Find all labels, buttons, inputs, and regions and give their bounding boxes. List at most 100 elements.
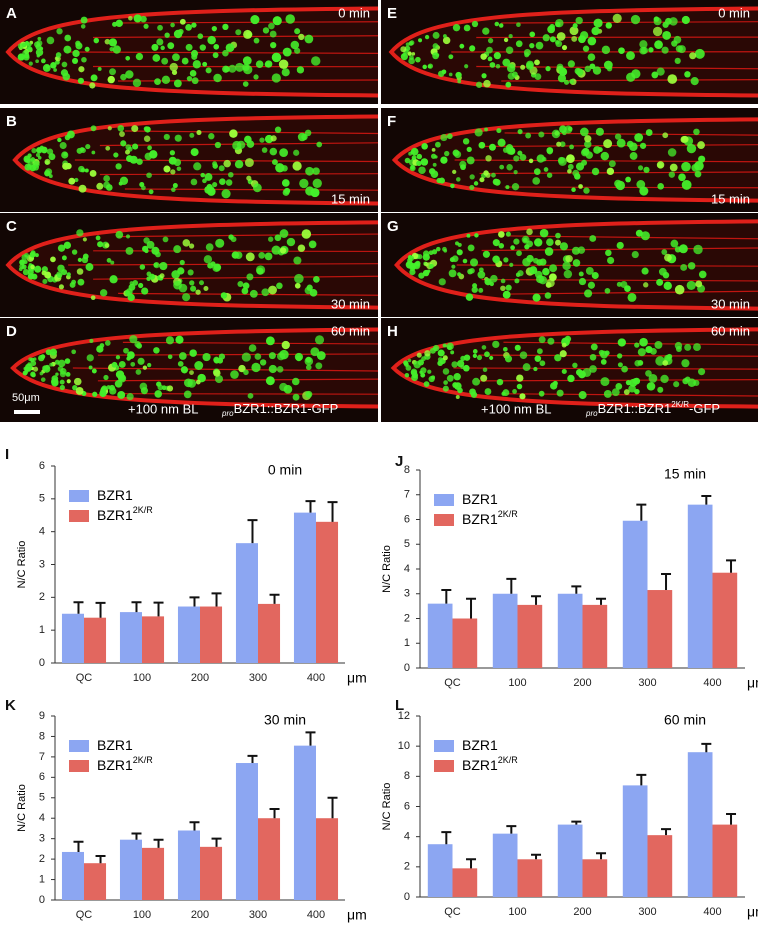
nucleus [457, 360, 464, 367]
nucleus [688, 262, 695, 269]
nucleus [567, 375, 574, 382]
time-label: 60 min [711, 323, 750, 338]
nucleus [128, 294, 135, 301]
nucleus [679, 244, 688, 253]
nucleus [460, 164, 466, 170]
legend-sup: 2K/R [133, 755, 154, 765]
nucleus [444, 151, 449, 156]
y-tick-label: 9 [39, 710, 45, 722]
nucleus [687, 281, 696, 290]
nucleus [71, 349, 76, 354]
y-tick-label: 5 [39, 792, 45, 804]
nucleus [579, 272, 584, 277]
nucleus [153, 347, 160, 354]
nucleus [562, 343, 567, 348]
nucleus [140, 16, 147, 23]
bar [258, 818, 280, 900]
error-bar [661, 829, 671, 835]
nucleus [50, 349, 57, 356]
nucleus [72, 50, 79, 57]
nucleus [206, 243, 214, 251]
nucleus [75, 42, 82, 49]
nucleus [670, 164, 678, 172]
nucleus [305, 186, 314, 195]
chart-title: 0 min [268, 462, 302, 478]
nucleus [674, 36, 682, 44]
nucleus [152, 54, 160, 62]
nucleus [588, 282, 595, 289]
y-tick-label: 3 [39, 558, 45, 570]
nucleus [564, 270, 572, 278]
construct-label: proBZR1::BZR1-GFP [221, 401, 338, 418]
nucleus [212, 182, 217, 187]
error-bar [661, 574, 671, 590]
error-bar [131, 834, 141, 840]
nucleus [221, 189, 230, 198]
legend-swatch [69, 490, 89, 502]
nucleus [272, 246, 281, 255]
y-tick-label: 6 [404, 800, 410, 812]
nucleus [499, 23, 504, 28]
x-tick-label: 200 [573, 906, 591, 918]
nucleus [105, 243, 110, 248]
micrograph [381, 213, 758, 317]
nucleus [108, 76, 115, 83]
scale-bar [14, 410, 40, 414]
nucleus [212, 161, 217, 166]
nucleus [429, 168, 435, 174]
x-tick-label: 200 [573, 677, 591, 689]
nucleus [513, 155, 519, 161]
nucleus [213, 369, 220, 376]
nucleus [299, 179, 308, 188]
nucleus [50, 257, 56, 263]
nucleus [294, 28, 300, 34]
error-bar [96, 856, 106, 863]
nucleus [78, 166, 84, 172]
nucleus [208, 133, 214, 139]
nucleus [567, 169, 572, 174]
nucleus [306, 365, 312, 371]
nucleus [226, 179, 233, 186]
y-tick-label: 0 [404, 891, 410, 903]
nucleus [249, 344, 257, 352]
x-unit: μm [747, 904, 758, 920]
nucleus [250, 15, 259, 24]
nucleus [607, 257, 614, 264]
y-tick-label: 6 [404, 513, 410, 525]
treatment-label: +100 nm BL [481, 401, 551, 416]
nucleus [449, 73, 453, 77]
nucleus [601, 359, 607, 365]
nucleus [544, 167, 549, 172]
nucleus [596, 128, 604, 136]
y-tick-label: 2 [404, 612, 410, 624]
nucleus [268, 23, 275, 30]
nucleus [516, 374, 523, 381]
nucleus [540, 229, 549, 238]
nucleus [669, 172, 675, 178]
x-tick-label: 100 [133, 672, 151, 684]
nucleus [631, 15, 640, 24]
error-bar [636, 505, 646, 521]
nucleus [418, 272, 424, 278]
legend-name: BZR1 [97, 757, 133, 773]
nucleus [529, 159, 534, 164]
nucleus [209, 186, 214, 191]
nucleus [50, 62, 56, 68]
nucleus [545, 292, 552, 299]
nucleus [550, 36, 556, 42]
nucleus [265, 62, 271, 68]
nucleus [484, 351, 490, 357]
nucleus [626, 51, 635, 60]
nucleus [126, 155, 133, 162]
nucleus [520, 154, 527, 161]
y-tick-label: 5 [39, 493, 45, 505]
construct-prefix: pro [585, 409, 598, 418]
nucleus [202, 179, 207, 184]
nucleus [539, 391, 545, 397]
nucleus [525, 133, 531, 139]
nucleus [675, 58, 681, 64]
bar [120, 840, 142, 900]
nucleus [675, 285, 685, 295]
nucleus [464, 25, 471, 32]
nucleus [109, 68, 116, 75]
